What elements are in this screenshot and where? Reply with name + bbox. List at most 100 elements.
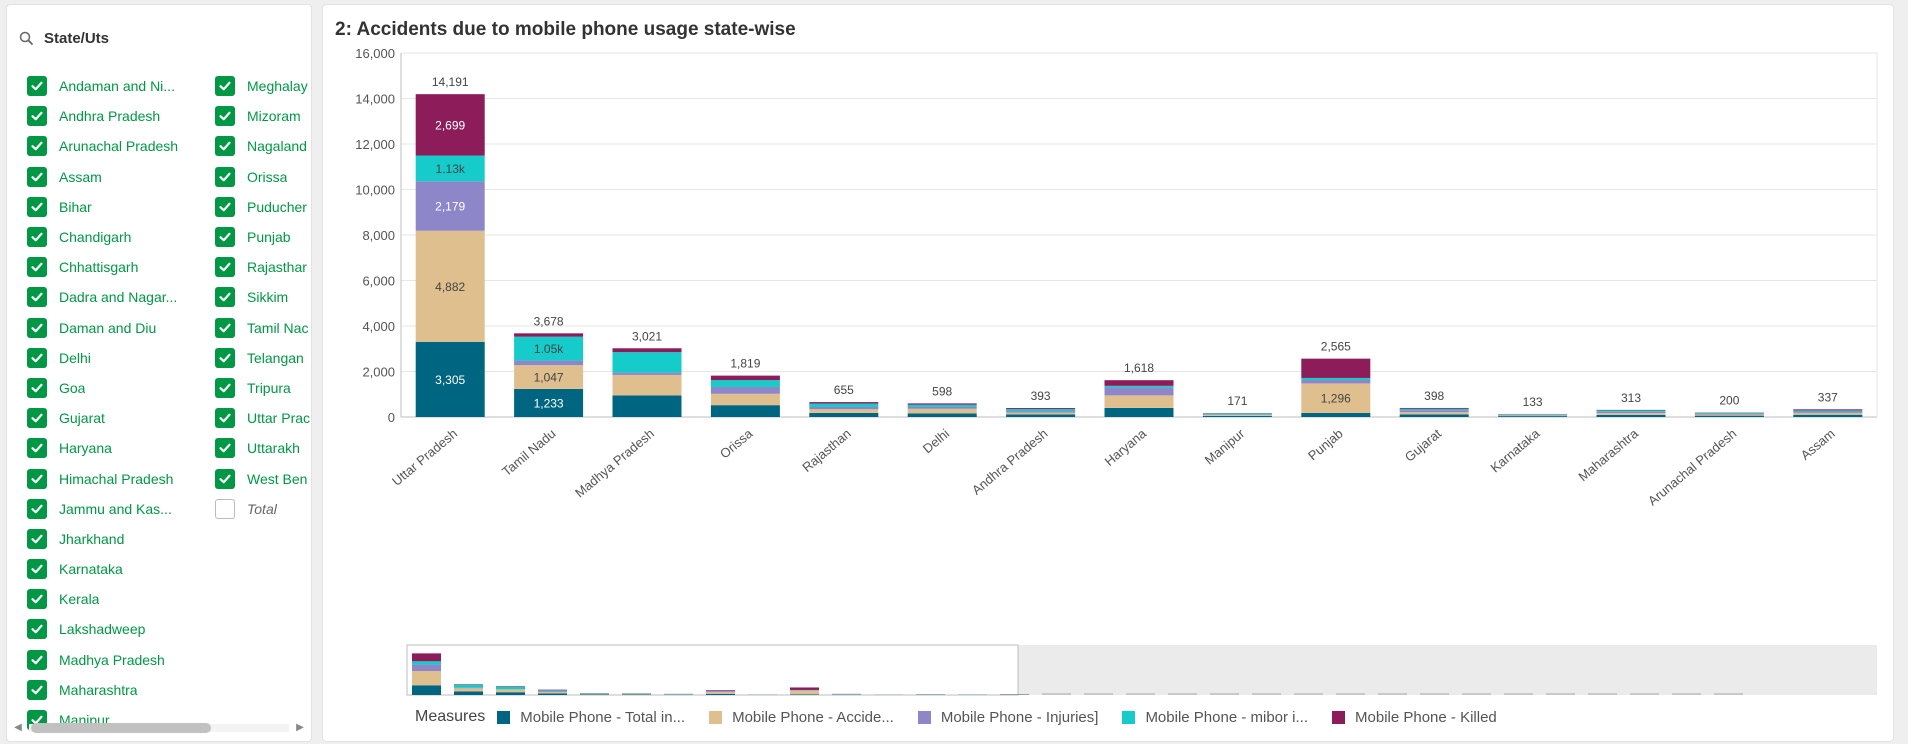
filter-item[interactable]: Arunachal Pradesh <box>27 131 197 161</box>
checkbox-checked-icon[interactable] <box>215 438 235 459</box>
filter-item[interactable]: Kerala <box>27 584 197 614</box>
bar-segment[interactable] <box>710 386 780 394</box>
filter-item[interactable]: Andaman and Ni... <box>27 71 197 101</box>
bar-segment[interactable] <box>514 365 584 389</box>
bar-segment[interactable] <box>907 413 977 417</box>
bar-segment[interactable] <box>1793 411 1863 413</box>
bar-segment[interactable] <box>1694 412 1764 414</box>
filter-item[interactable]: Sikkim <box>215 282 311 312</box>
filter-item[interactable]: Goa <box>27 373 197 403</box>
bar-segment[interactable] <box>809 406 879 410</box>
bar-segment[interactable] <box>1301 383 1371 413</box>
bar-segment[interactable] <box>612 372 682 375</box>
bar-segment[interactable] <box>612 348 682 353</box>
filter-item[interactable]: Uttarakh <box>215 433 311 463</box>
legend-item[interactable]: Mobile Phone - Injuries] <box>917 709 1098 726</box>
bar-segment[interactable] <box>1104 385 1174 388</box>
bar-segment[interactable] <box>1301 358 1371 378</box>
bar-segment[interactable] <box>1793 414 1863 417</box>
bar-segment[interactable] <box>514 336 584 361</box>
bar-segment[interactable] <box>1006 409 1076 412</box>
bar-segment[interactable] <box>1006 412 1076 415</box>
filter-item[interactable]: Mizoram <box>215 101 311 131</box>
filter-item[interactable]: Himachal Pradesh <box>27 463 197 493</box>
bar-segment[interactable] <box>1694 415 1764 417</box>
filter-item[interactable]: Lakshadweep <box>27 614 197 644</box>
legend-item[interactable]: Mobile Phone - Total in... <box>497 709 685 726</box>
filter-item[interactable]: Telangan <box>215 343 311 373</box>
legend-item[interactable]: Mobile Phone - Accide... <box>709 709 894 726</box>
checkbox-checked-icon[interactable] <box>27 317 47 338</box>
checkbox-unchecked-icon[interactable] <box>215 498 235 519</box>
checkbox-checked-icon[interactable] <box>27 408 47 429</box>
bar-segment[interactable] <box>1498 414 1568 416</box>
bar-segment[interactable] <box>1498 415 1568 417</box>
bar-segment[interactable] <box>1793 409 1863 411</box>
checkbox-checked-icon[interactable] <box>27 347 47 368</box>
filter-item[interactable]: Tripura <box>215 373 311 403</box>
checkbox-checked-icon[interactable] <box>215 136 235 157</box>
checkbox-checked-icon[interactable] <box>27 166 47 187</box>
checkbox-checked-icon[interactable] <box>27 649 47 670</box>
bar-segment[interactable] <box>710 393 780 406</box>
filter-item[interactable]: Assam <box>27 162 197 192</box>
filter-item[interactable]: Haryana <box>27 433 197 463</box>
checkbox-checked-icon[interactable] <box>27 76 47 97</box>
bar-segment[interactable] <box>1596 414 1666 417</box>
filter-item[interactable]: Andhra Pradesh <box>27 101 197 131</box>
legend-item[interactable]: Mobile Phone - Killed <box>1332 709 1497 726</box>
checkbox-checked-icon[interactable] <box>215 227 235 248</box>
filter-item[interactable]: Karnataka <box>27 554 197 584</box>
filter-item[interactable]: Bihar <box>27 192 197 222</box>
checkbox-checked-icon[interactable] <box>215 76 235 97</box>
filter-item[interactable]: Meghalay <box>215 71 311 101</box>
bar-segment[interactable] <box>1399 407 1469 409</box>
bar-segment[interactable] <box>1301 412 1371 417</box>
bar-segment[interactable] <box>514 333 584 337</box>
filter-item[interactable]: Chhattisgarh <box>27 252 197 282</box>
filter-item[interactable]: Tamil Nac <box>215 313 311 343</box>
bar-segment[interactable] <box>612 395 682 417</box>
legend-item[interactable]: Mobile Phone - mibor i... <box>1122 709 1308 726</box>
checkbox-checked-icon[interactable] <box>27 619 47 640</box>
checkbox-checked-icon[interactable] <box>215 408 235 429</box>
checkbox-checked-icon[interactable] <box>215 106 235 127</box>
bar-segment[interactable] <box>1498 414 1568 415</box>
bar-segment[interactable] <box>1006 411 1076 413</box>
filter-item[interactable]: Dadra and Nagar... <box>27 282 197 312</box>
checkbox-checked-icon[interactable] <box>215 287 235 308</box>
bar-segment[interactable] <box>1202 413 1272 415</box>
bar-segment[interactable] <box>514 388 584 417</box>
bar-segment[interactable] <box>1202 415 1272 417</box>
bar-segment[interactable] <box>415 230 485 342</box>
bar-segment[interactable] <box>1301 380 1371 384</box>
bar-segment[interactable] <box>907 403 977 405</box>
filter-item[interactable]: Gujarat <box>27 403 197 433</box>
bar-segment[interactable] <box>415 341 485 417</box>
bar-segment[interactable] <box>612 374 682 396</box>
bar-segment[interactable] <box>710 405 780 417</box>
filter-item[interactable]: Nagaland <box>215 131 311 161</box>
horizontal-scrollbar[interactable]: ◀ ▶ <box>11 721 307 735</box>
bar-segment[interactable] <box>1596 413 1666 415</box>
bar-segment[interactable] <box>1596 411 1666 414</box>
bar-segment[interactable] <box>1694 413 1764 415</box>
bar-segment[interactable] <box>415 181 485 231</box>
bar-segment[interactable] <box>1006 408 1076 410</box>
bar-segment[interactable] <box>415 155 485 182</box>
bar-segment[interactable] <box>1006 414 1076 417</box>
checkbox-checked-icon[interactable] <box>27 679 47 700</box>
checkbox-checked-icon[interactable] <box>215 377 235 398</box>
checkbox-checked-icon[interactable] <box>27 468 47 489</box>
checkbox-checked-icon[interactable] <box>27 227 47 248</box>
bar-segment[interactable] <box>1399 412 1469 415</box>
bar-segment[interactable] <box>1694 414 1764 416</box>
checkbox-checked-icon[interactable] <box>215 257 235 278</box>
bar-segment[interactable] <box>907 406 977 409</box>
bar-segment[interactable] <box>1498 416 1568 417</box>
bar-segment[interactable] <box>1104 380 1174 386</box>
checkbox-checked-icon[interactable] <box>215 347 235 368</box>
filter-item[interactable]: West Ben <box>215 463 311 493</box>
bar-segment[interactable] <box>1793 410 1863 412</box>
bar-segment[interactable] <box>809 409 879 413</box>
